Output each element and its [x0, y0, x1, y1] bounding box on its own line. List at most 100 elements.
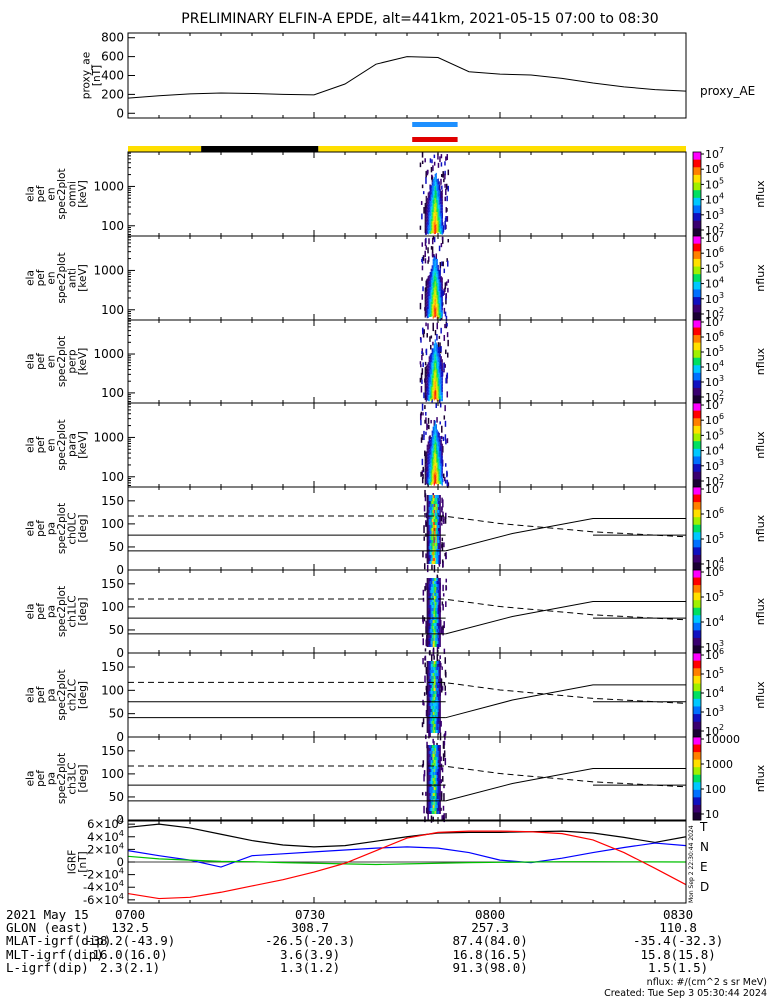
spectrogram-cell [432, 282, 434, 286]
spectrogram-cell [439, 655, 441, 660]
spectrogram-cell [426, 282, 428, 286]
spectrogram-cell [435, 226, 437, 230]
colorbar-tick-label: 104 [705, 685, 724, 700]
spectrogram-cell [430, 452, 432, 456]
footer-value: 0700 [115, 907, 146, 922]
spectrogram-cell [437, 781, 439, 784]
spectrogram-cell [430, 676, 432, 679]
spectrogram-cell [430, 212, 432, 216]
spectrogram-cell [427, 231, 429, 235]
spectrogram-cell [431, 498, 433, 501]
spectrogram-cell [426, 285, 428, 289]
spectrogram-cell [426, 525, 428, 528]
spectrogram-cell [436, 450, 438, 454]
ylabel-line: [deg] [77, 681, 89, 709]
colorbar-label: nflux [754, 681, 767, 709]
spectrogram-cell [427, 721, 429, 724]
spectrogram-cell [435, 504, 437, 507]
spectrogram-cell [429, 504, 431, 507]
ylabel-line: [nT] [77, 851, 89, 872]
spectrogram-cell [427, 682, 429, 685]
spectrogram-cell [437, 766, 439, 769]
spectrogram-cell [425, 398, 427, 402]
spectrogram-cell [430, 449, 432, 453]
spectrogram-cell [434, 342, 436, 346]
spectrogram-cell [441, 815, 443, 820]
spectrogram-cell [424, 209, 426, 213]
spectrogram-cell [430, 769, 432, 772]
spectrogram-cell [424, 397, 426, 401]
spectrogram-cell [436, 724, 438, 727]
spectrogram-cell [439, 384, 441, 388]
spectrogram-cell [420, 337, 422, 343]
spectrogram-cell [429, 808, 431, 811]
spectrogram-cell [426, 661, 428, 664]
spectrogram-cell [424, 373, 426, 377]
spectrogram-cell [433, 641, 435, 644]
spectrogram-cell [435, 641, 437, 644]
spectrogram-cell [428, 694, 430, 697]
spectrogram-cell [433, 793, 435, 796]
spectrogram-cell [432, 703, 434, 706]
spectrogram-cell [440, 178, 442, 185]
spectrogram-cell [435, 310, 437, 314]
colorbar-cell [693, 517, 701, 526]
spectrogram-cell [424, 218, 426, 222]
spectrogram-cell [433, 802, 435, 805]
spectrogram-cell [437, 712, 439, 715]
spectrogram-cell [434, 724, 436, 727]
spectrogram-cell [440, 201, 442, 205]
spectrogram-cell [438, 444, 440, 448]
spectrogram-cell [433, 272, 435, 276]
spectrogram-cell [436, 303, 438, 307]
spectrogram-cell [432, 230, 434, 234]
spectrogram-cell [431, 295, 433, 299]
spectrogram-cell [435, 673, 437, 676]
spectrogram-cell [430, 706, 432, 709]
spectrogram-cell [431, 481, 433, 485]
spectrogram-cell [432, 781, 434, 784]
spectrogram-cell [429, 778, 431, 781]
spectrogram-cell [441, 380, 443, 384]
y-tick-label: 2×104 [87, 840, 124, 856]
spectrogram-cell [434, 712, 436, 715]
spectrogram-cell [426, 751, 428, 754]
spectrogram-cell [426, 218, 428, 222]
spectrogram-cell [427, 778, 429, 781]
spectrogram-cell [432, 393, 434, 397]
spectrogram-cell [436, 558, 438, 561]
spectrogram-cell [425, 322, 427, 327]
spectrogram-cell [422, 597, 425, 602]
spectrogram-cell [438, 375, 440, 379]
loss-cone-line [445, 601, 686, 635]
spectrogram-cell [435, 584, 437, 587]
spectrogram-cell [428, 697, 430, 700]
spectrogram-cell [436, 495, 438, 498]
spectrogram-cell [442, 604, 444, 611]
spectrogram-cell [431, 715, 433, 718]
spectrogram-cell [434, 296, 436, 300]
spectrogram-cell [439, 790, 441, 793]
spectrogram-cell [427, 441, 429, 445]
spectrogram-cell [427, 766, 429, 769]
spectrogram-cell [424, 215, 426, 219]
spectrogram-cell [444, 463, 447, 467]
spectrogram-cell [439, 641, 441, 644]
spectrogram-cell [428, 748, 430, 751]
footer-value: 87.4(84.0) [452, 933, 528, 949]
spectrogram-cell [429, 454, 431, 458]
spectrogram-cell [441, 464, 443, 468]
spectrogram-cell [430, 274, 432, 278]
spectrogram-cell [434, 602, 436, 605]
spectrogram-cell [437, 199, 439, 203]
spectrogram-cell [433, 394, 435, 398]
spectrogram-cell [432, 203, 434, 207]
spectrogram-cell [433, 727, 435, 730]
spectrogram-cell [433, 718, 435, 721]
spectrogram-cell [434, 354, 436, 358]
spectrogram-cell [430, 745, 432, 748]
spectrogram-cell [439, 457, 441, 461]
spectrogram-cell [429, 439, 431, 443]
spectrogram-cell [437, 543, 439, 546]
colorbar-cell [693, 304, 701, 313]
